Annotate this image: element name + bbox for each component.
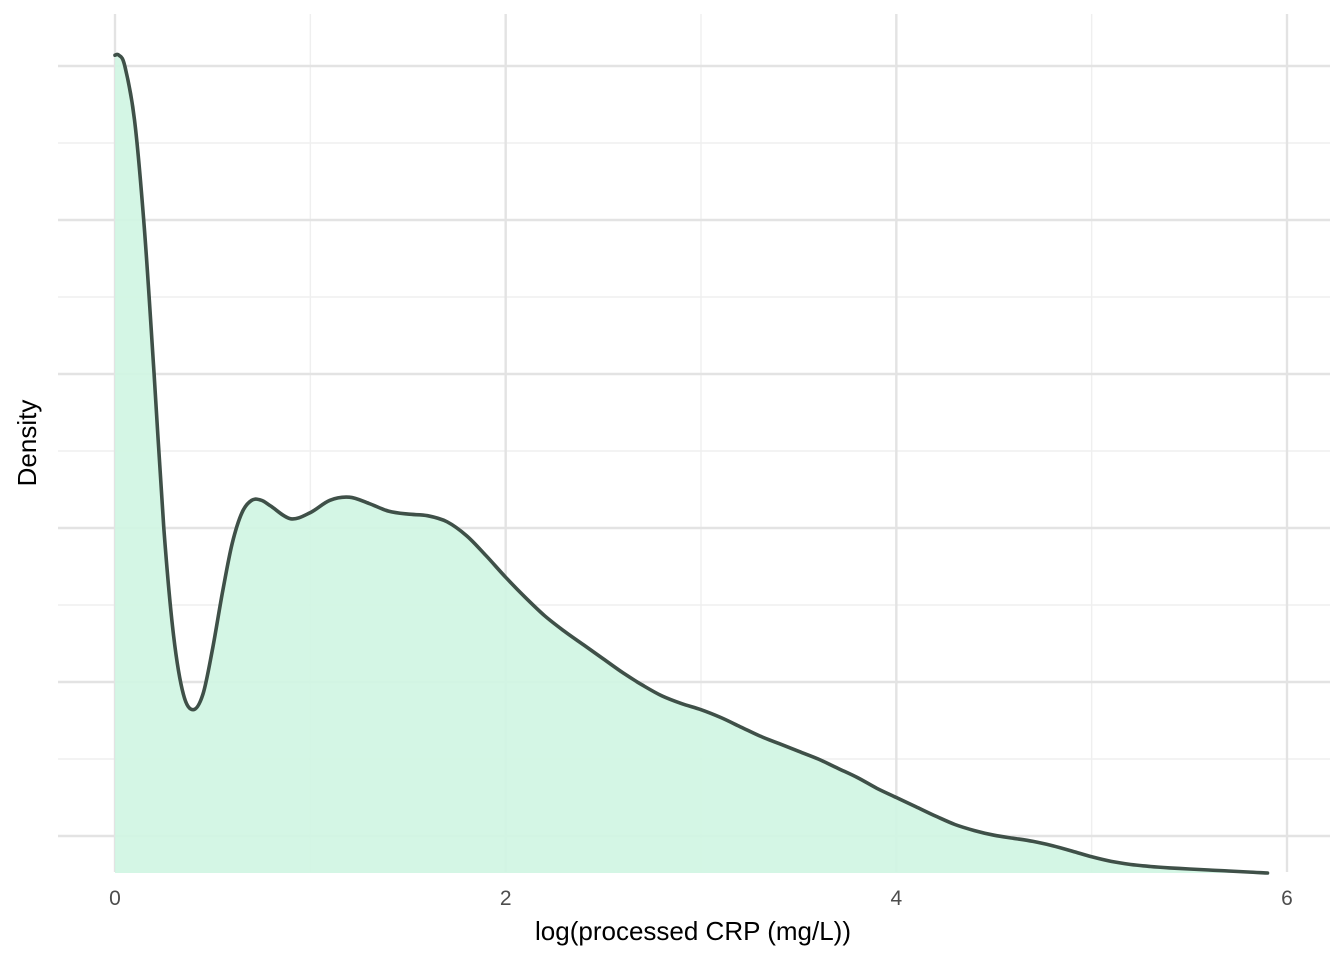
density-line bbox=[113, 52, 1270, 875]
density-area bbox=[115, 54, 1268, 873]
x-tick-label: 4 bbox=[890, 887, 902, 910]
y-axis-title: Density bbox=[12, 400, 42, 487]
x-tick-labels: 0 2 4 6 bbox=[109, 887, 1293, 910]
x-tick-label: 0 bbox=[109, 887, 121, 910]
x-axis-title: log(processed CRP (mg/L)) bbox=[535, 916, 851, 946]
x-tick-label: 6 bbox=[1281, 887, 1293, 910]
x-tick-label: 2 bbox=[500, 887, 512, 910]
